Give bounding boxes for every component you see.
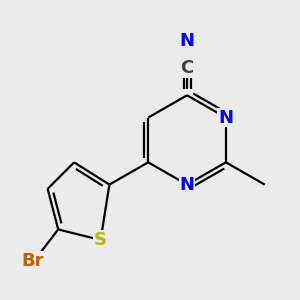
Text: N: N <box>180 32 195 50</box>
Text: C: C <box>180 59 194 77</box>
Text: N: N <box>218 109 233 127</box>
Text: N: N <box>180 176 195 194</box>
Text: S: S <box>94 231 107 249</box>
Text: Br: Br <box>22 252 44 270</box>
